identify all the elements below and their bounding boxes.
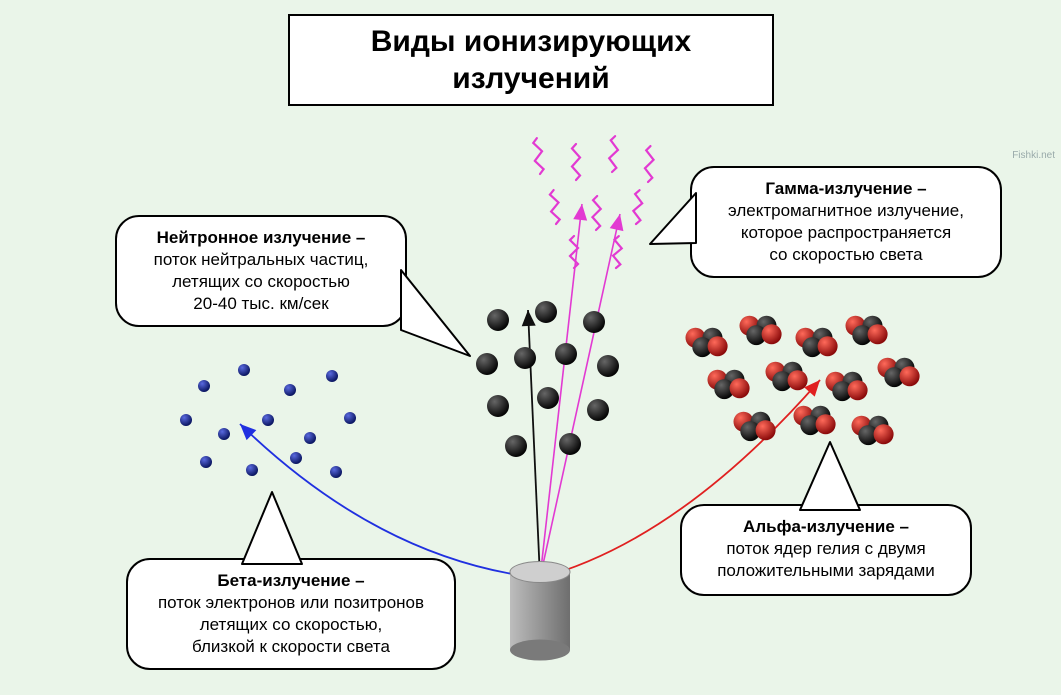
callout-alpha: Альфа-излучение – поток ядер гелия с дву… xyxy=(680,504,972,596)
title-box: Виды ионизирующих излучений xyxy=(288,14,774,106)
callout-alpha-title: Альфа-излучение – xyxy=(743,517,909,536)
callout-gamma: Гамма-излучение – электромагнитное излуч… xyxy=(690,166,1002,278)
callout-beta-title: Бета-излучение – xyxy=(217,571,364,590)
title-line-1: Виды ионизирующих xyxy=(371,25,691,58)
callout-gamma-body1: электромагнитное излучение, xyxy=(728,201,964,220)
callout-neutron-title: Нейтронное излучение – xyxy=(157,228,366,247)
watermark-text: Fishki.net xyxy=(1012,150,1055,161)
callout-gamma-body2: которое распространяется xyxy=(741,223,951,242)
callout-alpha-body2: положительными зарядами xyxy=(717,561,935,580)
callout-beta-body3: близкой к скорости света xyxy=(192,637,390,656)
callout-beta-body1: поток электронов или позитронов xyxy=(158,593,424,612)
callout-neutron: Нейтронное излучение – поток нейтральных… xyxy=(115,215,407,327)
diagram-canvas: Виды ионизирующих излучений Нейтронное и… xyxy=(0,0,1061,695)
title-line-2: излучений xyxy=(452,62,609,95)
callout-neutron-body2: летящих со скоростью xyxy=(172,272,350,291)
callout-gamma-body3: со скоростью света xyxy=(769,245,922,264)
callout-beta-body2: летящих со скоростью, xyxy=(200,615,382,634)
callout-neutron-body1: поток нейтральных частиц, xyxy=(154,250,369,269)
callout-gamma-title: Гамма-излучение – xyxy=(765,179,926,198)
callout-alpha-body1: поток ядер гелия с двумя xyxy=(726,539,925,558)
callout-beta: Бета-излучение – поток электронов или по… xyxy=(126,558,456,670)
callout-neutron-body3: 20-40 тыс. км/сек xyxy=(193,294,328,313)
